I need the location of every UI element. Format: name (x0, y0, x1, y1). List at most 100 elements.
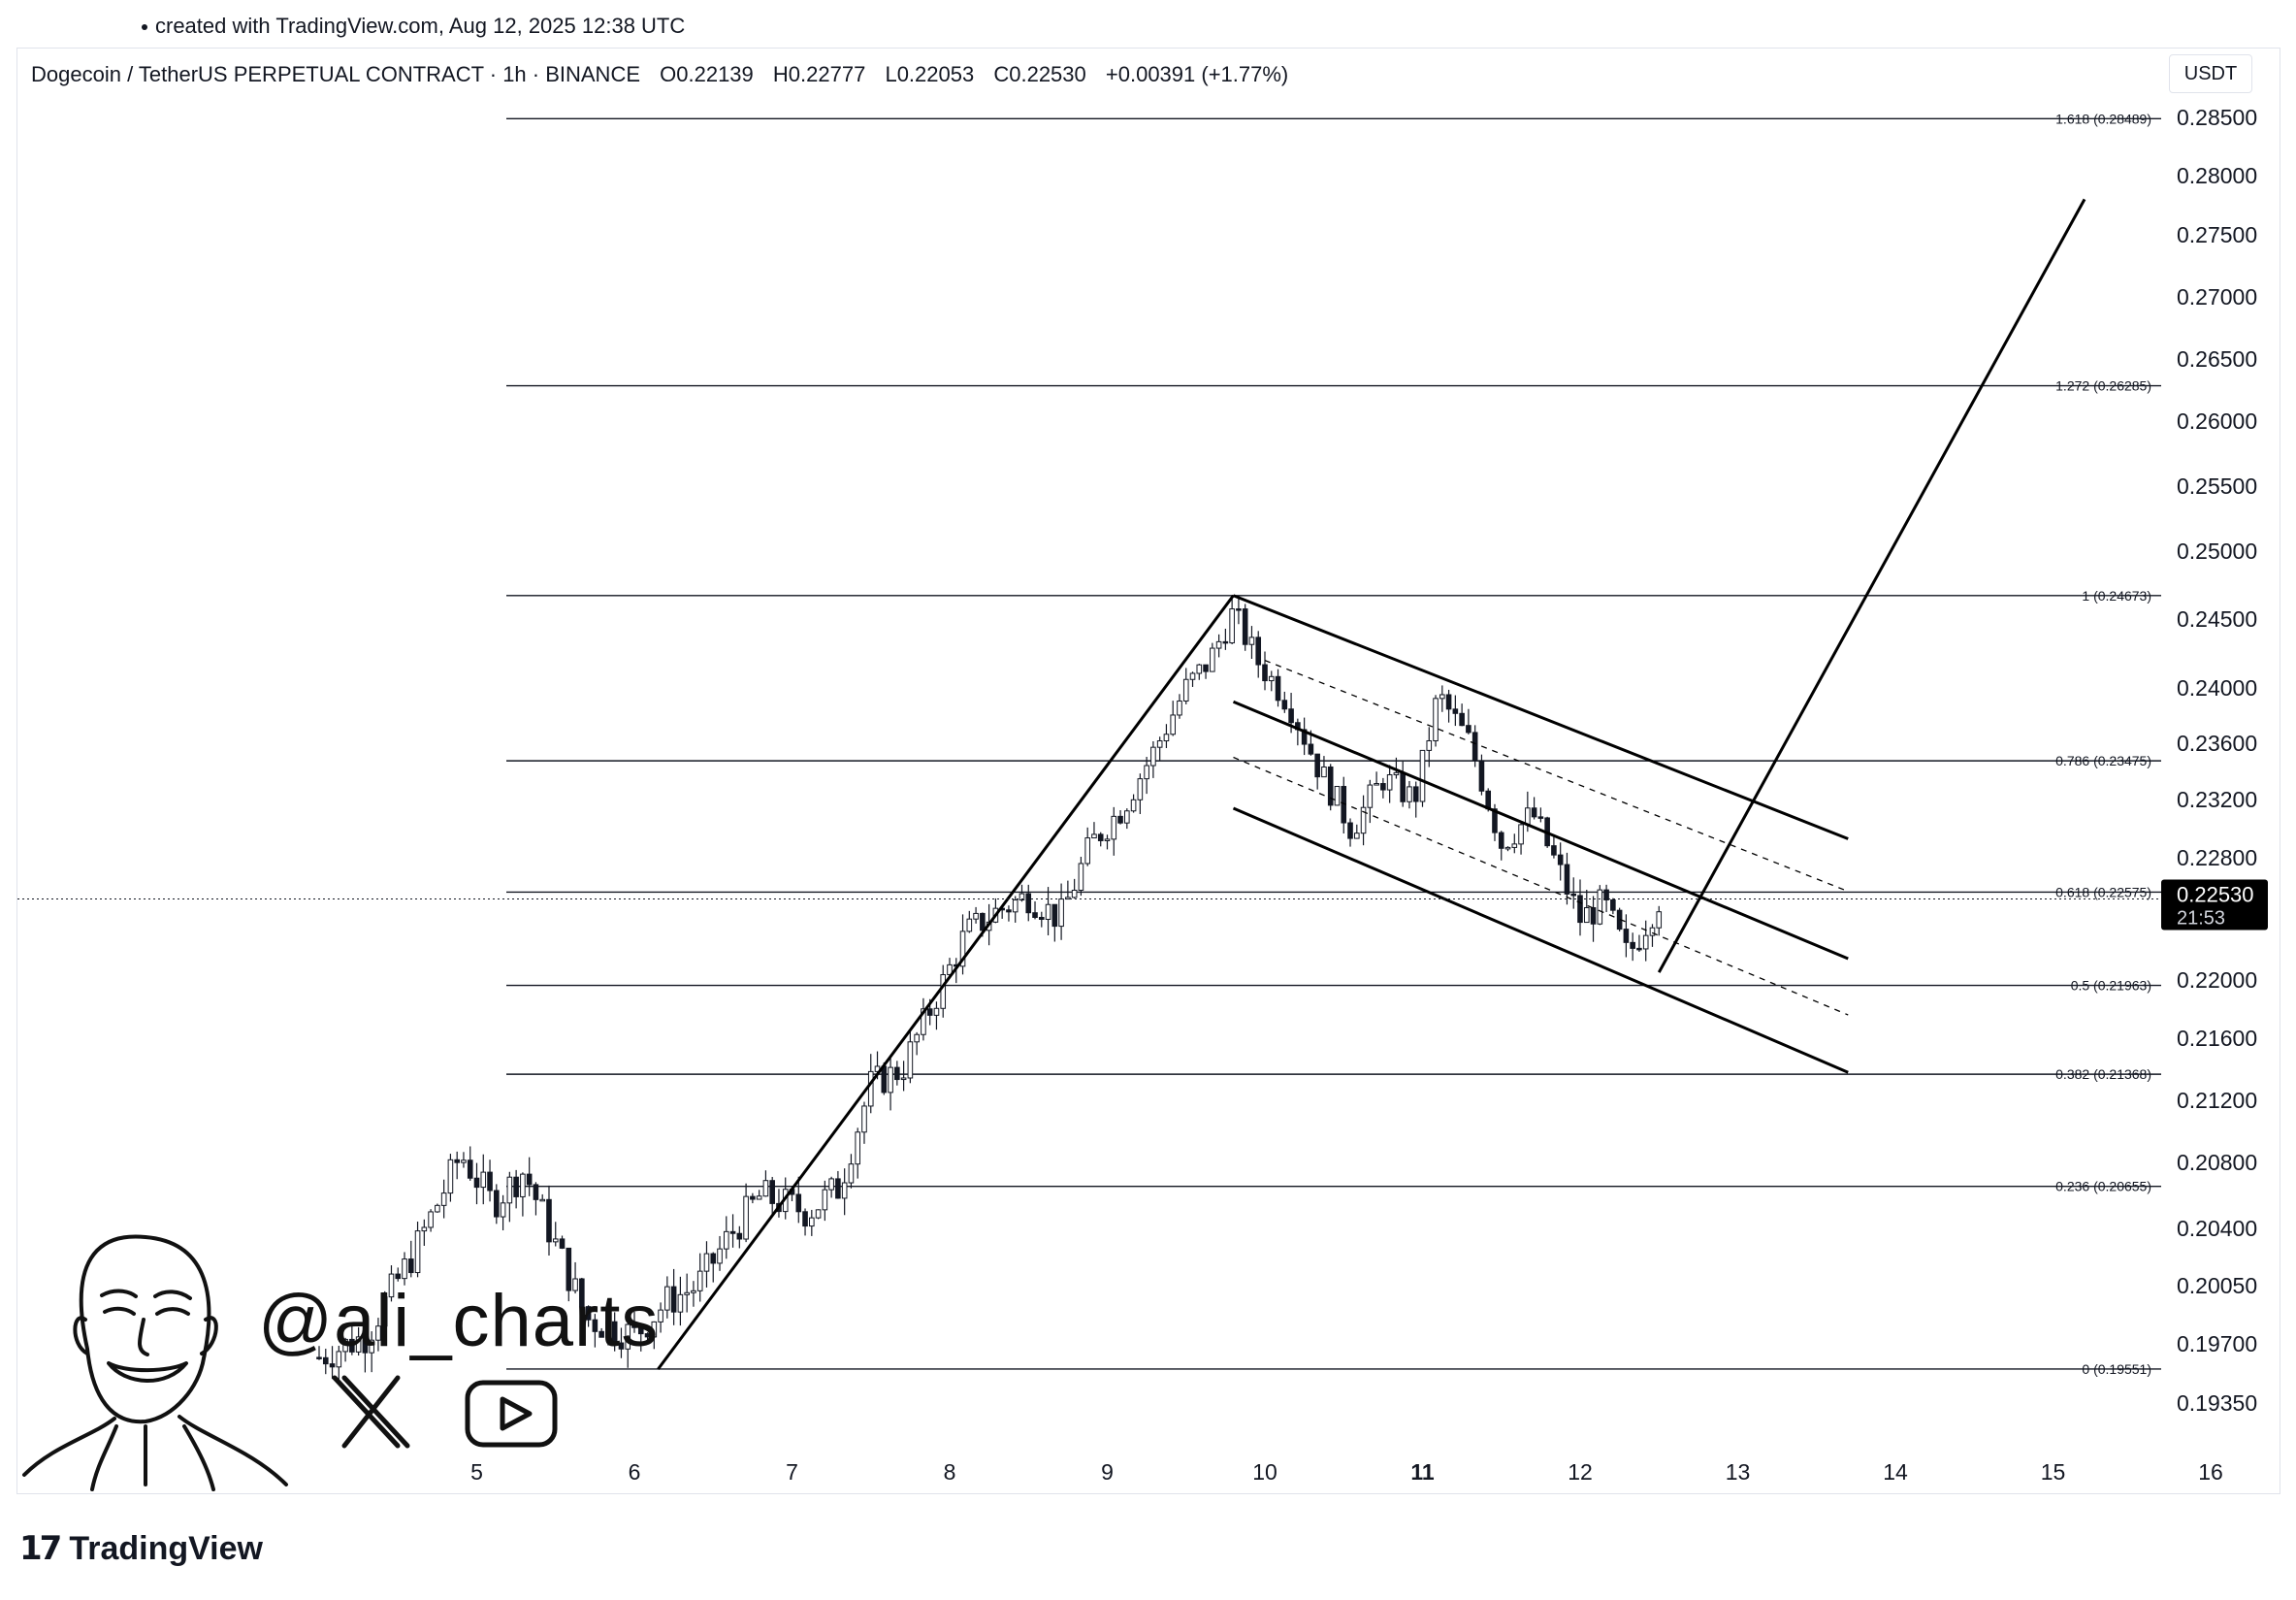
candle-body (1557, 854, 1564, 865)
candle-body (1144, 765, 1149, 780)
candle-body (592, 1319, 598, 1332)
x-logo-icon[interactable] (332, 1375, 410, 1449)
candle-body (316, 1356, 322, 1359)
candle-body (1649, 927, 1656, 936)
y-tick-label: 0.20050 (2177, 1273, 2257, 1298)
candle-body (1255, 637, 1262, 666)
candle-body (440, 1192, 447, 1206)
candle-body (1032, 912, 1038, 918)
candle-body (1268, 675, 1275, 682)
candle-body (1301, 729, 1308, 745)
candle-body (1182, 678, 1189, 702)
candle-body (1321, 766, 1327, 778)
candle-body (1288, 708, 1294, 724)
y-tick-label: 0.19350 (2177, 1390, 2257, 1416)
candle-body (907, 1041, 914, 1079)
caption-text: created with TradingView.com, Aug 12, 20… (155, 14, 686, 38)
candle-body (1537, 816, 1544, 819)
channel-lower-line (1232, 806, 1849, 1074)
candle-body (1531, 807, 1537, 818)
candle-body (1564, 864, 1570, 895)
candle-body (658, 1309, 663, 1322)
candle-body (1393, 771, 1400, 776)
candle-body (1380, 783, 1386, 791)
candle-body (802, 1211, 808, 1227)
candle-body (1577, 895, 1583, 924)
y-tick-label: 0.23600 (2177, 731, 2257, 756)
candle-body (467, 1159, 473, 1179)
x-tick-label: 13 (1726, 1459, 1751, 1485)
candle-body (1630, 941, 1635, 949)
candle-body (342, 1338, 348, 1353)
candle-body (1124, 810, 1130, 824)
x-tick-label: 5 (470, 1459, 483, 1485)
ohlc-high: H0.22777 (772, 62, 866, 86)
candle-body (980, 912, 986, 931)
last-price-box (2161, 879, 2268, 931)
candle-body (1419, 749, 1426, 802)
candle-body (1163, 734, 1170, 742)
y-tick-label: 0.27500 (2177, 222, 2257, 247)
y-tick-label: 0.28000 (2177, 163, 2257, 188)
y-tick-label: 0.23200 (2177, 787, 2257, 812)
candle-body (1058, 898, 1064, 928)
candle-body (651, 1321, 658, 1338)
candle-body (454, 1159, 460, 1163)
candle-body (1478, 760, 1485, 792)
candle-body (1170, 714, 1177, 735)
youtube-play-icon[interactable] (465, 1380, 558, 1448)
candle-body (1229, 608, 1235, 644)
candle-body (631, 1323, 637, 1328)
candle-body (888, 1066, 893, 1094)
candle-body (349, 1338, 355, 1353)
candle-body (1248, 637, 1255, 645)
y-tick-label: 0.26000 (2177, 408, 2257, 434)
candle-body (644, 1333, 651, 1338)
candle-body (723, 1230, 729, 1250)
candle-body (322, 1356, 329, 1365)
candle-body (1242, 608, 1248, 645)
candle-body (1525, 807, 1531, 826)
ohlc-close: C0.22530 (993, 62, 1086, 86)
candle-body (841, 1182, 848, 1199)
candle-body (1189, 672, 1196, 680)
candle-body (1623, 929, 1630, 943)
time-axis[interactable]: 5 6 7 8 9 10 11 12 13 14 15 16 (470, 1459, 2223, 1485)
candle-body (881, 1065, 888, 1094)
candle-body (375, 1325, 381, 1341)
impulse-trendline (657, 594, 1235, 1371)
candle-body (762, 1180, 769, 1197)
candle-body (546, 1198, 552, 1243)
x-tick-label: 15 (2041, 1459, 2066, 1485)
y-tick-label: 0.25500 (2177, 473, 2257, 499)
candle-body (703, 1253, 710, 1272)
tradingview-logo[interactable]: 17 TradingView (19, 1529, 263, 1568)
currency-selector[interactable]: USDT (2169, 54, 2252, 93)
candle-body (933, 1007, 940, 1016)
candle-countdown: 21:53 (2177, 908, 2225, 930)
candle-body (914, 1033, 920, 1043)
candle-body (407, 1258, 414, 1274)
candle-body (677, 1293, 684, 1313)
candle-body (1130, 799, 1137, 812)
candle-body (900, 1077, 907, 1081)
candle-body (1642, 934, 1649, 950)
candle-body (966, 918, 973, 932)
candle-body (381, 1296, 388, 1327)
candle-body (835, 1178, 841, 1199)
candle-body (520, 1173, 526, 1197)
candle-body (421, 1226, 428, 1232)
candle-body (815, 1209, 822, 1219)
candle-body (1065, 897, 1071, 900)
price-axis[interactable]: 0.28500 0.28000 0.27500 0.27000 0.26500 0.260… (2177, 105, 2257, 1416)
candle-body (717, 1248, 723, 1264)
candle-body (736, 1232, 743, 1240)
x-tick-label: 9 (1101, 1459, 1114, 1485)
symbol-name[interactable]: Dogecoin / TetherUS PERPETUAL CONTRACT ·… (31, 62, 641, 86)
candle-body (1051, 903, 1058, 928)
candle-body (585, 1306, 592, 1321)
x-tick-label: 7 (786, 1459, 798, 1485)
candle-body (1327, 766, 1334, 806)
candle-body (1038, 916, 1045, 920)
